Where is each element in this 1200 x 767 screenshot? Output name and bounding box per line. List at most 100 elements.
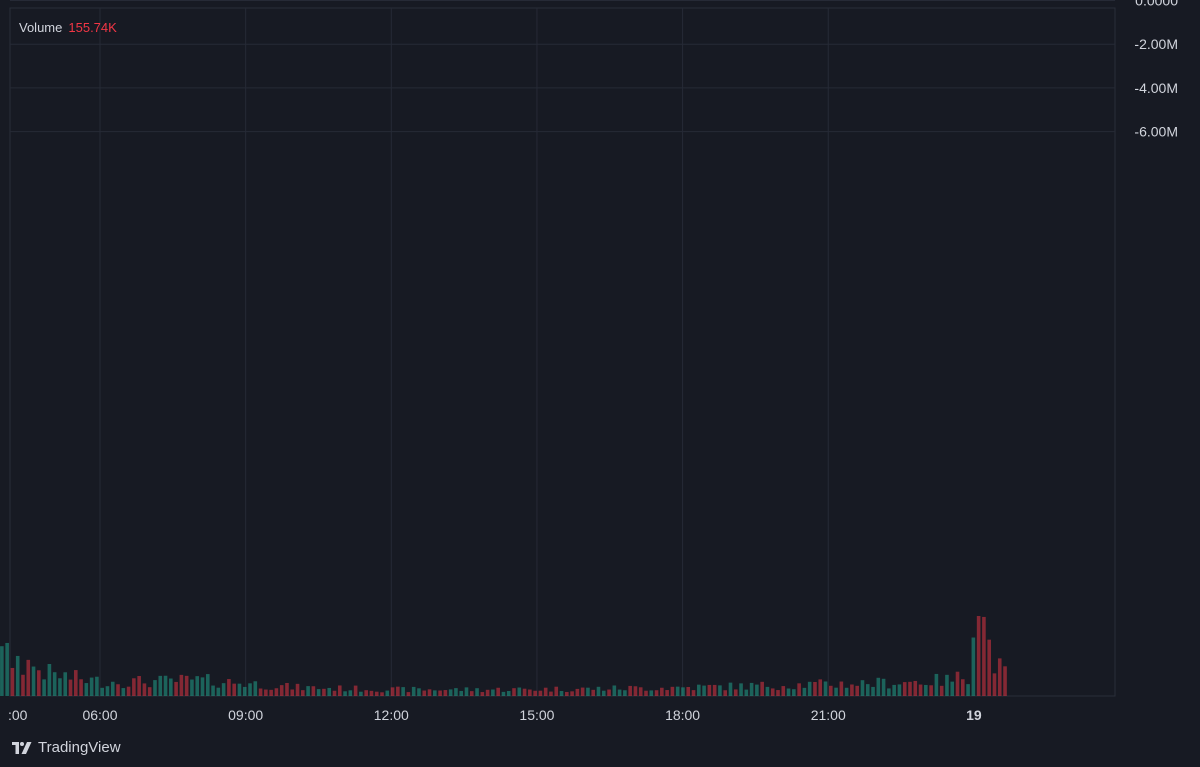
volume-bar <box>691 690 696 696</box>
volume-bar <box>311 686 316 696</box>
volume-bar <box>264 689 268 696</box>
volume-bar <box>221 683 226 696</box>
volume-bar <box>359 691 363 696</box>
volume-bar <box>448 689 453 696</box>
volume-bar <box>63 672 68 696</box>
volume-bar <box>417 688 421 696</box>
volume-bar <box>686 686 691 696</box>
volume-bar <box>966 684 970 696</box>
volume-bar <box>945 674 949 696</box>
volume-bar <box>850 684 854 696</box>
volume-bar <box>897 684 902 696</box>
volume-bar <box>797 683 801 696</box>
volume-bar <box>301 690 305 696</box>
volume-bar <box>565 691 569 696</box>
tradingview-logo-icon <box>12 741 32 754</box>
volume-bar <box>517 687 522 696</box>
volume-bar <box>89 677 94 696</box>
volume-bar <box>332 690 337 696</box>
volume-bar <box>707 684 712 696</box>
volume-bar <box>343 691 347 696</box>
volume-bar <box>570 691 574 696</box>
volume-bar <box>475 688 479 696</box>
volume-bar <box>860 680 865 696</box>
volume-bar <box>765 686 770 696</box>
volume-bar <box>665 690 669 696</box>
volume-bar <box>190 679 194 696</box>
volume-bar <box>237 683 242 696</box>
x-tick-label: 12:00 <box>374 707 409 723</box>
volume-bar <box>586 687 590 696</box>
volume-bar <box>575 688 580 696</box>
volume-bar <box>960 679 965 696</box>
volume-bar <box>316 689 321 696</box>
volume-bar <box>697 684 701 696</box>
volume-bar <box>506 690 511 696</box>
volume-bar <box>427 689 432 696</box>
volume-bar <box>670 686 675 696</box>
volume-bar <box>834 687 838 696</box>
volume-bar <box>638 687 643 696</box>
volume-bar <box>227 679 231 696</box>
volume-bar <box>924 684 928 696</box>
x-tick-label: 06:00 <box>82 707 117 723</box>
volume-bar <box>274 688 279 696</box>
volume-bar <box>543 687 548 696</box>
volume-bar <box>649 690 654 696</box>
volume-bar <box>126 686 131 696</box>
x-tick-label: :00 <box>8 707 28 723</box>
volume-bar <box>253 681 258 696</box>
y-tick-label: 0.0000 <box>1135 0 1178 9</box>
volume-bar <box>385 690 390 696</box>
volume-bar <box>770 688 775 696</box>
volume-bar <box>158 675 163 696</box>
volume-bar <box>528 689 532 696</box>
volume-bar <box>105 686 110 696</box>
volume-bar <box>142 683 147 696</box>
volume-bar <box>322 688 326 696</box>
volume-bar <box>480 692 485 696</box>
volume-bar <box>279 685 284 696</box>
volume-bar <box>744 689 749 696</box>
volume-bar <box>47 663 52 696</box>
volume-bar <box>443 690 448 696</box>
volume-bar <box>929 685 933 696</box>
volume-bar <box>908 681 912 696</box>
volume-bar <box>538 690 543 696</box>
volume-bar <box>871 686 875 696</box>
volume-bar <box>781 686 786 696</box>
volume-bar <box>596 686 601 696</box>
volume-bar <box>174 681 178 696</box>
volume-bar <box>950 681 955 696</box>
volume-bar <box>95 676 99 696</box>
volume-bar <box>179 674 184 696</box>
volume-bar <box>675 686 680 696</box>
volume-bar <box>844 687 849 696</box>
volume-bar <box>660 687 664 696</box>
volume-bar <box>501 691 506 696</box>
volume-bar <box>733 689 738 696</box>
volume-bar <box>205 674 210 696</box>
volume-bar <box>549 691 553 696</box>
volume-bar <box>211 685 215 696</box>
x-tick-label: 21:00 <box>811 707 846 723</box>
volume-bar <box>438 690 442 696</box>
volume-bar <box>79 679 83 696</box>
volume-bar <box>380 692 384 696</box>
volume-bar <box>406 692 411 696</box>
volume-bar <box>491 689 495 696</box>
volume-bar <box>248 683 252 696</box>
volume-bar <box>712 684 717 696</box>
volume-bar <box>876 677 881 696</box>
tradingview-logo[interactable]: TradingView <box>12 739 121 756</box>
volume-bar <box>702 685 706 696</box>
volume-bar <box>755 684 759 696</box>
x-tick-label: 19 <box>966 707 982 723</box>
volume-bar <box>644 690 648 696</box>
volume-legend-value: 155.74K <box>68 20 117 35</box>
volume-bar <box>433 690 437 696</box>
volume-bar <box>591 689 596 696</box>
volume-bar <box>918 684 923 696</box>
y-tick-label: -2.00M <box>1134 36 1178 52</box>
